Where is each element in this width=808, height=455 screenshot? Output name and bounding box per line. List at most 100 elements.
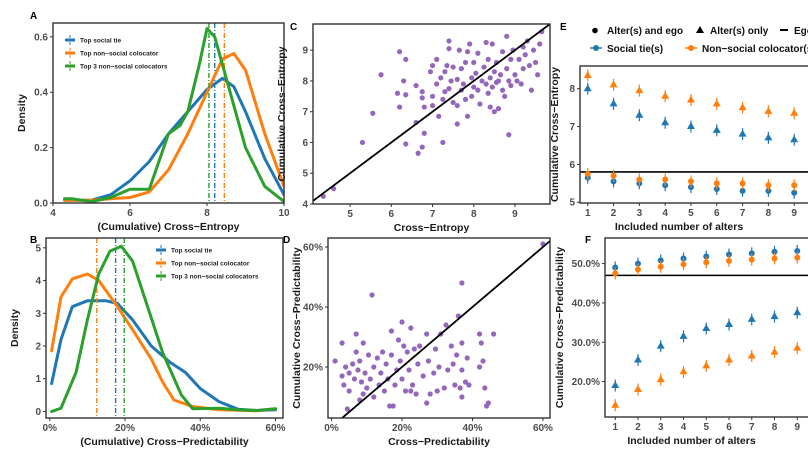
scatter-point — [491, 331, 497, 337]
scatter-point — [475, 50, 481, 56]
scatter-point — [482, 385, 488, 391]
plot-area — [580, 69, 808, 199]
panel-f: F1234567891020.0%30.0%40.0%50.0%Included… — [554, 235, 808, 447]
triangle-marker — [661, 118, 670, 126]
x-tick-label: 7 — [740, 208, 746, 219]
scatter-point — [444, 62, 450, 69]
scatter-point — [408, 388, 414, 394]
plot-border — [45, 237, 284, 419]
scatter-point — [462, 59, 469, 66]
y-tick-label: 9 — [302, 46, 308, 57]
triangle-marker — [679, 367, 688, 375]
triangle-marker — [611, 400, 620, 408]
panel-e: E123456789105678Included number of alter… — [549, 22, 808, 233]
scatter-point — [381, 388, 387, 394]
scatter-point — [388, 328, 395, 334]
x-tick-label: 8 — [772, 422, 778, 433]
panel-b: B 0% 20% 40% 60% 0 1 2 3 4 5 (Cumulative) Cross−Pre… — [9, 235, 286, 448]
y-tick-label: 0 — [35, 407, 41, 418]
triangle-marker — [747, 351, 756, 359]
scatter-point — [448, 343, 454, 349]
triangle-marker — [635, 110, 644, 118]
y-tick-label: 5 — [35, 243, 41, 254]
plot-area — [332, 239, 550, 418]
x-tick-label: 6 — [726, 422, 732, 433]
legend-label: Top social tie — [171, 248, 212, 255]
y-tick-label: 5 — [569, 198, 575, 209]
triangle-marker — [633, 384, 642, 392]
scatter-point — [454, 102, 460, 109]
scatter-point — [457, 385, 463, 391]
scatter-point — [397, 358, 403, 364]
density-curve — [63, 76, 284, 202]
circle-marker — [662, 176, 669, 183]
scatter-point — [475, 87, 481, 93]
scatter-point — [535, 72, 541, 78]
triangle-marker — [793, 343, 802, 351]
plot-area — [605, 244, 808, 412]
scatter-point — [359, 139, 366, 146]
scatter-point — [401, 343, 407, 349]
panel-label: A — [30, 11, 37, 22]
panel-a: A 4 6 8 10 0.0 0.2 0.4 0.6 (Cumulative) Cross−Ent… — [16, 11, 290, 233]
triangle-marker — [702, 361, 711, 369]
legend-label: Alter(s) and ego — [607, 26, 683, 37]
triangle-marker — [790, 135, 799, 143]
legend-nonsocial-dot — [688, 45, 694, 51]
x-tick-label: 8 — [471, 209, 477, 220]
triangle-marker — [712, 99, 721, 107]
scatter-point — [399, 319, 405, 325]
legend-circle-icon — [592, 27, 598, 34]
triangle-marker — [738, 129, 747, 137]
triangle-marker — [686, 122, 695, 130]
scatter-point — [421, 104, 427, 110]
scatter-point — [364, 385, 370, 391]
scatter-point — [369, 292, 375, 298]
circle-marker — [584, 170, 591, 177]
circle-marker — [636, 176, 643, 183]
legend-label: Alter(s) only — [710, 26, 769, 37]
triangle-marker — [609, 99, 618, 107]
y-tick-label: 30.0% — [572, 338, 600, 349]
scatter-point — [497, 72, 504, 78]
triangle-marker — [747, 314, 756, 322]
scatter-point — [528, 87, 535, 93]
y-tick-label: 60% — [303, 243, 323, 254]
plot-area — [50, 238, 277, 418]
triangle-marker — [724, 355, 733, 363]
y-tick-label: 20.0% — [572, 377, 600, 388]
scatter-point — [420, 373, 426, 379]
plot-area — [63, 23, 284, 203]
scatter-point — [434, 388, 440, 394]
y-axis-title: Density — [16, 94, 28, 132]
scatter-point — [483, 39, 489, 46]
density-curve — [50, 244, 277, 413]
x-tick-label: 3 — [658, 422, 664, 433]
y-tick-label: 8 — [569, 84, 575, 95]
triangle-marker — [738, 103, 747, 111]
scatter-point — [431, 370, 437, 376]
scatter-point — [370, 110, 376, 116]
triangle-marker — [679, 331, 688, 339]
triangle-marker — [764, 106, 773, 114]
y-tick-label: 8 — [302, 76, 308, 87]
plot-border — [312, 23, 551, 205]
y-tick-label: 6 — [569, 160, 575, 171]
scatter-point — [462, 379, 469, 385]
scatter-point — [454, 352, 460, 358]
x-tick-label: 5 — [347, 209, 353, 220]
scatter-point — [413, 391, 419, 397]
x-tick-label: 7 — [430, 209, 436, 220]
scatter-point — [466, 382, 472, 388]
x-tick-label: 8 — [204, 208, 210, 219]
scatter-point — [424, 400, 430, 406]
legend-label: Top non−social colocator — [80, 51, 159, 58]
circle-marker — [657, 263, 664, 270]
scatter-point — [454, 121, 460, 127]
scatter-point — [518, 81, 524, 87]
triangle-marker — [770, 312, 779, 320]
scatter-point — [458, 66, 464, 72]
y-axis-title: Density — [9, 309, 21, 347]
scatter-point — [459, 394, 465, 400]
scatter-point — [436, 113, 442, 119]
